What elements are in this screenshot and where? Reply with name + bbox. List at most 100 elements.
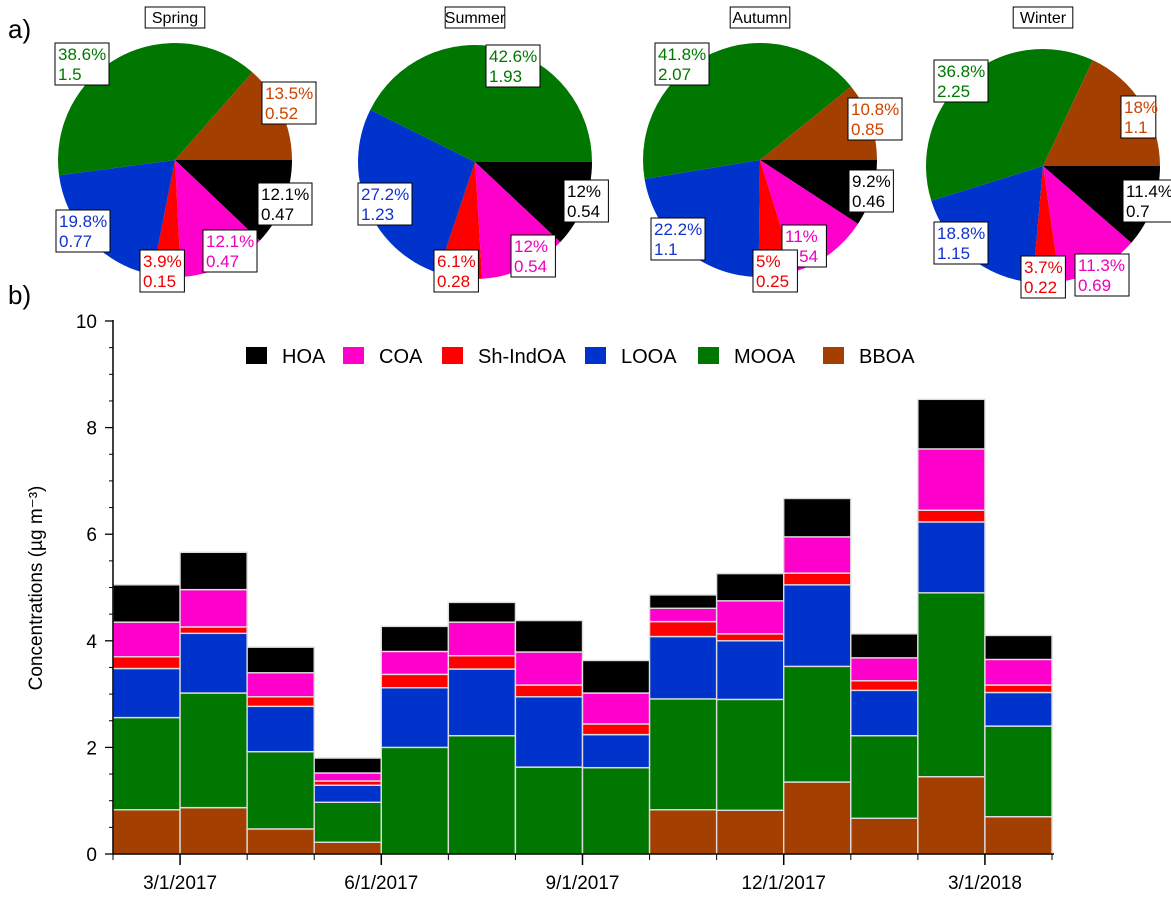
bar-segment-mooa [715,698,785,811]
bar-segment-hoa [112,584,181,623]
pie-title-text: Winter [1020,10,1067,27]
bar-segment-sh-indoa [783,572,852,586]
axes: 0 2 4 6 8 10 3/1/2017 6/1/2017 9/1/2017 12/1/2017… [26,312,1054,894]
pie-title-box [144,6,206,29]
pie-label-value: 0.69 [1078,276,1111,295]
pie-label-box [1120,95,1157,139]
y-tick-label: 6 [86,525,97,546]
pie-label-box [139,249,185,293]
bar-segment-coa [581,692,651,725]
pie-label-box [54,42,110,86]
bar-segment-hoa [850,633,919,659]
pie-label-percent: 12% [567,182,601,201]
bar-segment-hoa [581,659,651,694]
bar-segment-coa [850,657,919,682]
bar-segment-hoa [313,757,382,774]
bar-segment-hoa [715,572,785,602]
bar-segment-coa [380,650,450,676]
bar-segment-bboa [984,815,1053,855]
pie-label-mooa: 42.6%1.93 [485,44,541,88]
pie-label-box [752,249,798,293]
pie-label-value: 0.22 [1024,278,1057,297]
pie-label-value: 2.25 [937,82,970,101]
pie-label-box [933,221,989,265]
pie-label-sh-indoa: 6.1%0.28 [433,249,479,293]
pie-label-box [1020,255,1066,299]
legend-swatch [246,347,267,364]
pie-label-value: 0.47 [261,205,294,224]
bar-segment-hoa [783,497,852,538]
bar-segment-mooa [850,734,919,819]
pie-slice-looa [358,109,475,273]
bar-segment-mooa [917,592,986,778]
pie-label-percent: 12.1% [261,185,309,204]
legend-item-sh-indoa: Sh-IndOA [442,346,566,368]
pie-label-percent: 18.8% [937,224,985,243]
pie-label-box [202,229,258,273]
legend: HOA COA Sh-IndOA LOOA MOOA BBOA [246,346,915,368]
pie-title-box [1012,6,1074,29]
pie-label-box [510,234,556,278]
bar-segment-bboa [917,776,986,855]
bar-stack-11-2017 [715,572,785,855]
bar-stack-12-2017 [783,497,852,855]
pie-label-box [848,169,894,213]
pie-label-percent: 12% [514,237,548,256]
y-tick-label: 2 [86,738,97,759]
pie-label-box [485,44,541,88]
bar-segment-looa [917,521,986,594]
pie-title: Summer [444,6,506,29]
bar-segment-bboa [648,809,718,855]
pie-label-percent: 41.8% [658,45,706,64]
bar-segment-sh-indoa [648,620,718,638]
bar-segment-bboa [850,817,919,855]
pie-title-text: Spring [152,10,198,27]
bar-segment-sh-indoa [179,626,248,635]
bar-segment-sh-indoa [112,656,181,670]
legend-label: Sh-IndOA [478,346,566,368]
y-tick-label: 4 [86,632,97,653]
legend-label: BBOA [859,346,915,368]
y-tick-label: 0 [86,845,97,866]
pie-label-hoa: 12.1%0.47 [257,182,313,226]
legend-label: COA [379,346,423,368]
bar-segment-mooa [179,692,248,809]
pie-slice-coa [760,160,858,272]
bar-segment-mooa [246,750,315,830]
pie-label-percent: 6.1% [437,252,476,271]
pie-label-hoa: 12%0.54 [563,179,609,223]
bar-segment-coa [715,600,785,635]
pie-label-percent: 11.3% [1078,256,1125,275]
bar-segment-mooa [447,734,517,855]
bar-segment-bboa [783,781,852,855]
legend-swatch [823,347,844,364]
legend-item-looa: LOOA [585,346,677,368]
pie-label-value: 1.93 [489,67,522,86]
pie-slice-sh-indoa [1032,166,1060,284]
pie-label-box [1074,253,1130,297]
pie-label-mooa: 38.6%1.5 [54,42,110,86]
pie-label-box [55,209,111,253]
pie-label-value: 0.15 [143,272,176,291]
pie-label-percent: 12.1% [206,232,254,251]
bar-segment-coa [246,672,315,698]
bar-segment-mooa [783,665,852,783]
panel-label-b: b) [8,280,31,310]
pie-label-bboa: 10.8%0.85 [847,97,903,141]
pie-slice-looa [59,160,175,275]
bar-segment-looa [447,668,517,737]
x-tick-label: 9/1/2017 [546,873,620,894]
bar-segment-bboa [246,828,315,855]
pie-label-percent: 9.2% [852,172,891,191]
bar-segment-looa [783,584,852,668]
bar-segment-coa [648,607,718,623]
bar-segment-mooa [984,725,1053,818]
bar-segment-hoa [179,551,248,591]
pie-label-value: 0.47 [206,252,239,271]
legend-item-coa: COA [343,346,423,368]
pie-label-value: 0.85 [851,120,884,139]
bar-segment-looa [850,689,919,737]
pie-label-value: 1.15 [937,244,970,263]
pie-label-looa: 19.8%0.77 [55,209,111,253]
pie-title: Winter [1012,6,1074,29]
